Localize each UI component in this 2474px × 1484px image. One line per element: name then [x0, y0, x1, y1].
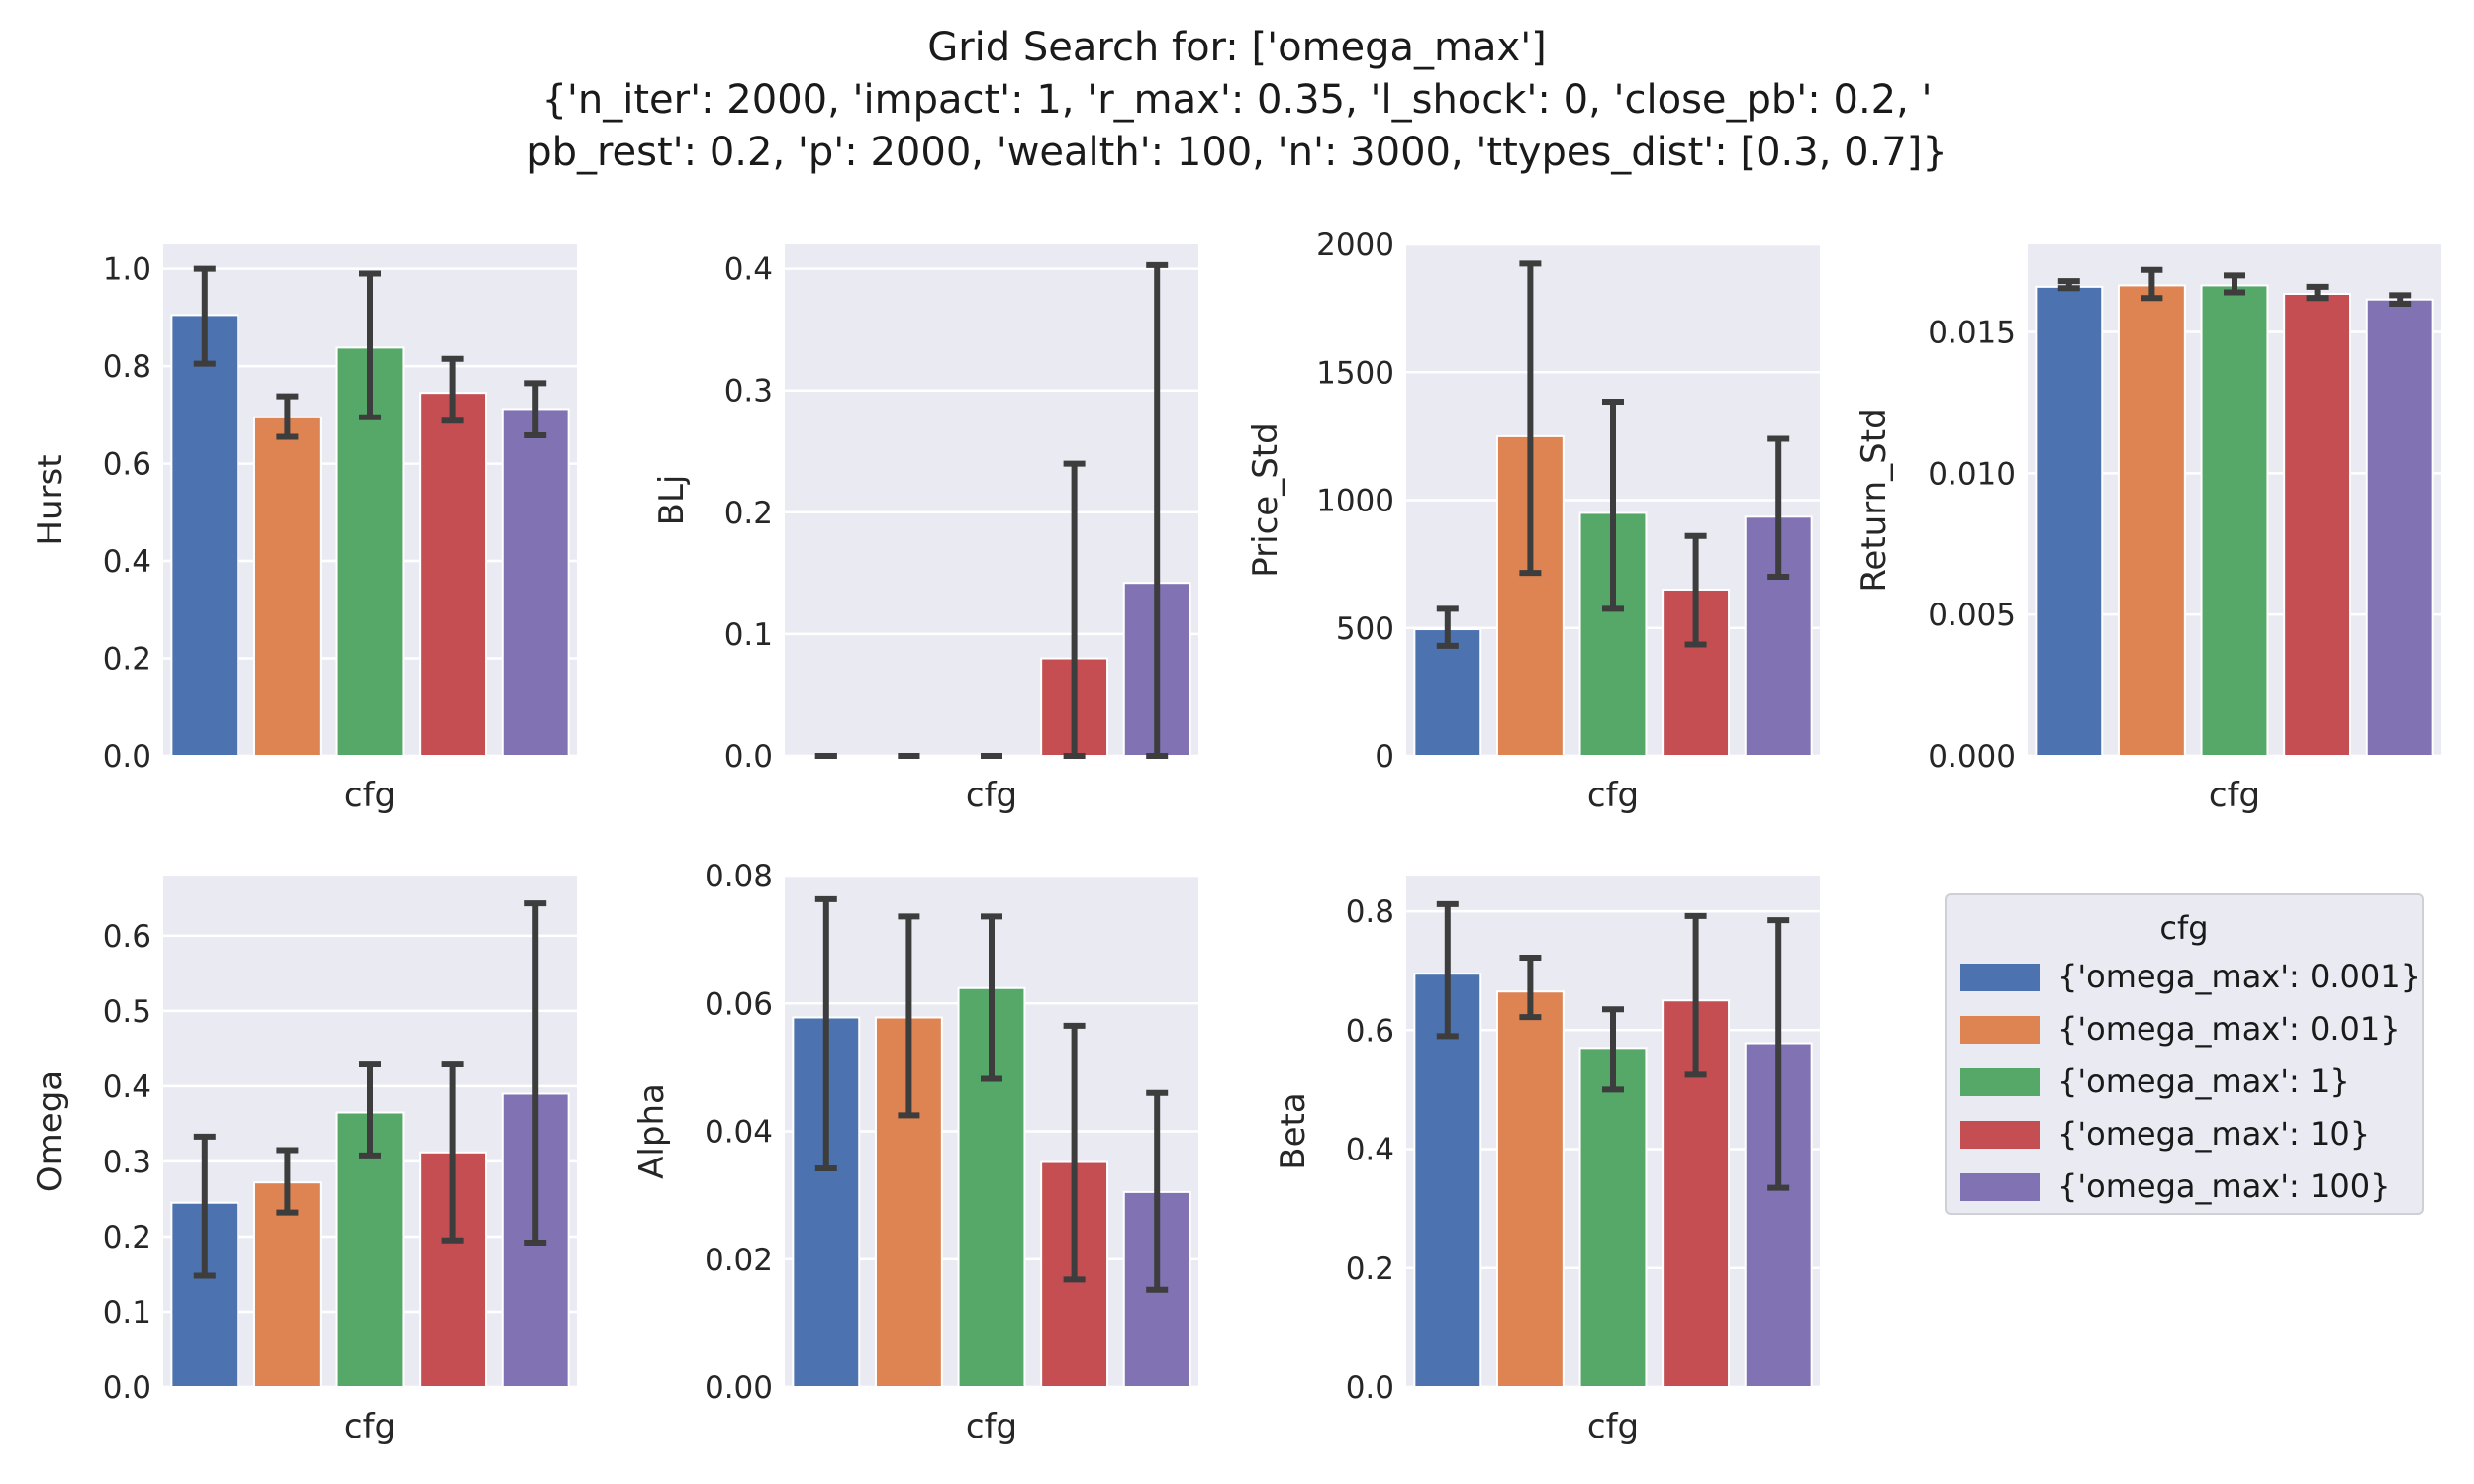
legend-swatch: [1960, 1173, 2040, 1201]
bar: [501, 408, 570, 757]
bar: [1578, 1047, 1648, 1388]
y-tick-label: 0.8: [103, 349, 151, 385]
legend-swatch: [1960, 1068, 2040, 1096]
legend-title: cfg: [2159, 909, 2209, 947]
x-axis-label: cfg: [1587, 776, 1639, 815]
y-tick-label: 0.3: [103, 1145, 151, 1180]
x-axis-label: cfg: [344, 1407, 396, 1446]
bar: [252, 1181, 322, 1388]
title-line: Grid Search for: ['omega_max']: [927, 25, 1547, 70]
legend-label: {'omega_max': 0.01}: [2057, 1010, 2401, 1048]
x-axis-label: cfg: [344, 776, 396, 815]
y-tick-label: 1500: [1316, 355, 1394, 391]
y-tick-label: 0.015: [1928, 316, 2016, 351]
y-tick-label: 0.4: [724, 252, 773, 288]
y-tick-label: 0.4: [103, 1069, 151, 1105]
legend-item: {'omega_max': 0.01}: [1947, 1003, 2422, 1056]
y-tick-label: 500: [1336, 611, 1394, 647]
x-axis-label: cfg: [1587, 1407, 1639, 1446]
title-line: pb_rest': 0.2, 'p': 2000, 'wealth': 100,…: [526, 130, 1948, 175]
legend-label: {'omega_max': 1}: [2057, 1063, 2350, 1100]
y-tick-label: 0.00: [705, 1370, 773, 1406]
y-tick-label: 0.0: [724, 739, 773, 775]
legend-label: {'omega_max': 0.001}: [2057, 958, 2421, 995]
x-axis-label: cfg: [966, 776, 1017, 815]
y-tick-label: 0: [1375, 739, 1394, 775]
y-tick-label: 0.000: [1928, 739, 2016, 775]
legend: cfg {'omega_max': 0.001} {'omega_max': 0…: [1945, 893, 2424, 1215]
y-tick-label: 0.6: [1346, 1013, 1394, 1049]
y-tick-label: 0.5: [103, 994, 151, 1030]
y-tick-label: 0.2: [724, 496, 773, 531]
bar: [1413, 628, 1482, 757]
legend-label: {'omega_max': 10}: [2057, 1115, 2371, 1153]
bar: [2200, 284, 2269, 757]
bar: [2117, 284, 2186, 757]
bar: [252, 416, 322, 757]
y-axis-label: Hurst: [31, 454, 70, 545]
y-tick-label: 0.4: [1346, 1133, 1394, 1168]
y-tick-label: 0.005: [1928, 598, 2016, 633]
bar: [1413, 973, 1482, 1388]
y-tick-label: 0.2: [1346, 1252, 1394, 1287]
y-axis-label: Omega: [31, 1070, 70, 1192]
bar: [2035, 285, 2104, 757]
y-tick-label: 0.6: [103, 919, 151, 955]
bar: [2365, 298, 2434, 757]
legend-item: {'omega_max': 1}: [1947, 1056, 2422, 1108]
bar: [1662, 588, 1731, 757]
y-axis-label: Price_Std: [1246, 422, 1285, 577]
legend-swatch: [1960, 1016, 2040, 1044]
y-tick-label: 0.08: [705, 859, 773, 894]
y-tick-label: 0.0: [103, 1370, 151, 1406]
y-tick-label: 0.010: [1928, 456, 2016, 492]
y-axis-label: Alpha: [632, 1083, 672, 1179]
legend-label: {'omega_max': 100}: [2057, 1167, 2391, 1205]
y-tick-label: 0.04: [705, 1115, 773, 1151]
x-axis-label: cfg: [2209, 776, 2260, 815]
y-tick-label: 1000: [1316, 484, 1394, 519]
y-axis-label: Beta: [1274, 1092, 1313, 1169]
y-tick-label: 1.0: [103, 252, 151, 288]
y-tick-label: 0.8: [1346, 894, 1394, 930]
figure-title: Grid Search for: ['omega_max'] {'n_iter'…: [0, 22, 2474, 179]
legend-item: {'omega_max': 10}: [1947, 1108, 2422, 1160]
x-axis-label: cfg: [966, 1407, 1017, 1446]
legend-swatch: [1960, 964, 2040, 991]
y-tick-label: 0.1: [724, 617, 773, 653]
y-tick-label: 0.4: [103, 544, 151, 580]
legend-item: {'omega_max': 100}: [1947, 1160, 2422, 1213]
y-tick-label: 0.06: [705, 986, 773, 1022]
y-tick-label: 0.6: [103, 447, 151, 483]
y-tick-label: 2000: [1316, 228, 1394, 263]
y-tick-label: 0.0: [1346, 1370, 1394, 1406]
y-tick-label: 0.1: [103, 1295, 151, 1331]
bar: [2283, 292, 2352, 757]
bar: [170, 314, 239, 757]
y-axis-label: BLj: [652, 475, 692, 526]
y-tick-label: 0.2: [103, 1220, 151, 1255]
y-tick-label: 0.2: [103, 642, 151, 678]
y-tick-label: 0.0: [103, 739, 151, 775]
y-axis-label: Return_Std: [1855, 408, 1894, 592]
title-line: {'n_iter': 2000, 'impact': 1, 'r_max': 0…: [541, 77, 1933, 123]
y-tick-label: 0.02: [705, 1243, 773, 1278]
legend-swatch: [1960, 1121, 2040, 1149]
bar: [1495, 990, 1565, 1388]
legend-item: {'omega_max': 0.001}: [1947, 951, 2422, 1003]
bar: [419, 392, 488, 757]
y-tick-label: 0.3: [724, 374, 773, 410]
